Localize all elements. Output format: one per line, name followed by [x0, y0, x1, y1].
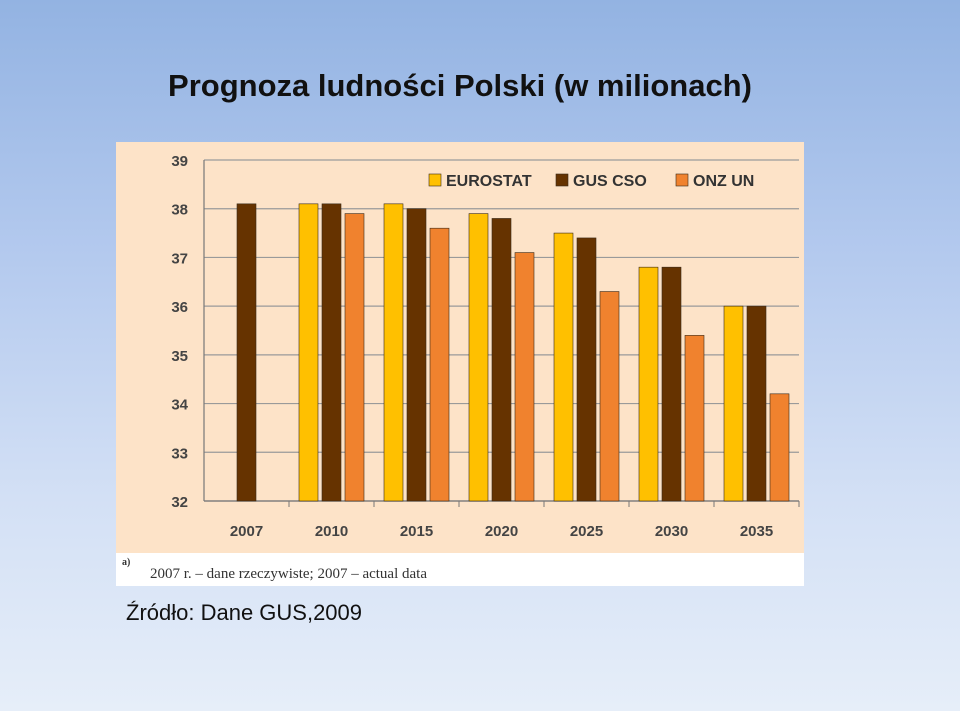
chart-footnote: a) 2007 r. – dane rzeczywiste; 2007 – ac…	[116, 553, 804, 586]
population-bar-chart: 32 33 34 35 36 37 38 39 2007 2010 2015 2020 2025 2030…	[116, 142, 804, 553]
x-tick-label-2007: 2007	[230, 523, 263, 540]
bar-gus-2030	[661, 266, 682, 502]
bar-gus-2010	[321, 203, 342, 502]
y-tick-label-39: 39	[171, 153, 188, 170]
bar-onz-2025	[599, 291, 620, 502]
bar-gus-2015	[406, 208, 427, 502]
legend-swatch-gus	[555, 173, 569, 187]
bar-gus-2007	[236, 203, 257, 502]
legend-swatch-onz	[675, 173, 689, 187]
bar-eurostat-2010	[298, 203, 319, 502]
legend-swatch-eurostat	[428, 173, 442, 187]
chart-panel: 32 33 34 35 36 37 38 39 2007 2010 2015 2020 2025 2030…	[116, 142, 804, 586]
bar-eurostat-2015	[383, 203, 404, 502]
footnote-text: 2007 r. – dane rzeczywiste; 2007 – actua…	[150, 566, 427, 582]
y-tick-label-38: 38	[171, 202, 188, 219]
legend-label-gus: GUS CSO	[573, 173, 647, 190]
bar-onz-2020	[514, 252, 535, 502]
bar-eurostat-2030	[638, 266, 659, 502]
x-tick-label-2030: 2030	[655, 523, 688, 540]
source-note: Źródło: Dane GUS,2009	[126, 600, 363, 625]
bar-eurostat-2035	[723, 305, 744, 502]
y-tick-label-33: 33	[171, 445, 188, 462]
bar-gus-2025	[576, 237, 597, 502]
bar-onz-2015	[429, 227, 450, 502]
bar-onz-2030	[684, 335, 705, 502]
x-tick-label-2020: 2020	[485, 523, 518, 540]
y-tick-label-37: 37	[171, 250, 188, 267]
bar-onz-2035	[769, 393, 790, 502]
y-tick-label-34: 34	[171, 397, 188, 414]
slide-title: Prognoza ludności Polski (w milionach)	[168, 68, 752, 103]
x-tick-label-2025: 2025	[570, 523, 603, 540]
footnote-marker: a)	[122, 557, 131, 568]
legend-label-eurostat: EUROSTAT	[446, 173, 532, 190]
y-tick-label-35: 35	[171, 348, 188, 365]
bar-gus-2035	[746, 305, 767, 502]
bar-eurostat-2020	[468, 213, 489, 502]
x-tick-label-2015: 2015	[400, 523, 433, 540]
y-tick-label-36: 36	[171, 299, 188, 316]
x-tick-label-2035: 2035	[740, 523, 773, 540]
legend-label-onz: ONZ UN	[693, 173, 754, 190]
bar-onz-2010	[344, 213, 365, 502]
y-tick-label-32: 32	[171, 494, 188, 511]
bar-gus-2020	[491, 218, 512, 502]
x-tick-label-2010: 2010	[315, 523, 348, 540]
bar-eurostat-2025	[553, 232, 574, 502]
